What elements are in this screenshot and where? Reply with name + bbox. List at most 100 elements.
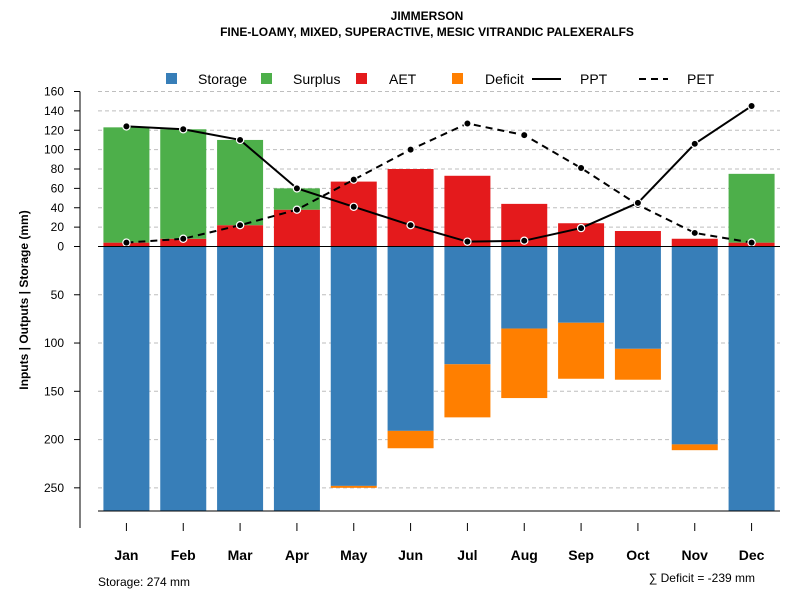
storage-bar-nov (671, 246, 718, 445)
y-tick-label-60: 60 (51, 181, 65, 195)
deficit-bar-sep (558, 322, 605, 379)
x-tick-label-mar: Mar (228, 547, 253, 563)
pet-line (126, 122, 752, 244)
y-tick-label-lower-250: 250 (44, 481, 64, 495)
storage-bar-apr (273, 246, 320, 511)
deficit-bar-jun (387, 430, 434, 449)
storage-total-note: Storage: 274 mm (98, 575, 190, 589)
aet-bar-jul (444, 175, 491, 247)
aet-bar-may (330, 181, 377, 247)
x-tick-label-oct: Oct (626, 547, 650, 563)
surplus-bar-jan (103, 127, 150, 243)
y-tick-label-lower-100: 100 (44, 336, 64, 350)
pet-point-jul (463, 119, 472, 128)
y-tick-label-0: 0 (57, 240, 64, 254)
surplus-bar-dec (728, 173, 775, 243)
storage-bar-jul (444, 246, 491, 365)
x-tick-label-jul: Jul (457, 547, 477, 563)
y-tick-label-lower-150: 150 (44, 384, 64, 398)
legend-label-pet: PET (687, 71, 715, 87)
aet-bar-sep (558, 223, 605, 247)
ppt-point-feb (179, 125, 188, 134)
pet-point-mar (235, 220, 245, 230)
x-tick-label-dec: Dec (739, 547, 765, 563)
gridlines (98, 91, 780, 489)
legend-swatch-deficit (452, 73, 463, 84)
storage-bar-oct (614, 246, 661, 349)
aet-bar-oct (614, 231, 661, 247)
storage-bar-may (330, 246, 377, 486)
ppt-point-dec (747, 101, 756, 111)
ppt-point-jul (463, 237, 472, 246)
deficit-bar-jul (444, 364, 491, 418)
deficit-total-note: ∑ Deficit = -239 mm (649, 571, 755, 585)
legend-label-storage: Storage (198, 71, 247, 87)
deficit-bar-aug (501, 328, 548, 399)
pet-point-apr (292, 205, 302, 214)
x-tick-label-sep: Sep (568, 547, 594, 563)
pet-point-jan (122, 238, 131, 247)
ppt-point-jan (122, 122, 131, 131)
pet-point-jun (406, 145, 415, 154)
x-tick-label-aug: Aug (511, 547, 538, 563)
legend-label-surplus: Surplus (293, 71, 340, 87)
storage-bar-dec (728, 246, 775, 511)
y-tick-label-160: 160 (44, 85, 64, 99)
deficit-bar-oct (614, 348, 661, 380)
pet-point-dec (747, 238, 756, 247)
axes: 0 20 40 60 80 100 120 140 160 50 100 150 200 250 Jan Fe… (44, 85, 780, 563)
storage-bar-jun (387, 246, 434, 431)
ppt-point-jun (406, 220, 415, 230)
legend-swatch-surplus (261, 73, 272, 84)
aet-bar-apr (273, 209, 320, 247)
deficit-bar-nov (671, 444, 718, 451)
x-tick-label-jun: Jun (398, 547, 423, 563)
storage-bar-feb (160, 246, 207, 511)
x-tick-label-feb: Feb (171, 547, 196, 563)
ppt-point-apr (292, 184, 302, 193)
legend-swatch-aet (356, 73, 367, 84)
aet-bar-jun (387, 169, 434, 247)
storage-bar-jan (103, 246, 150, 511)
y-tick-label-100: 100 (44, 143, 64, 157)
ppt-point-sep (576, 223, 586, 233)
series-lines (122, 101, 756, 247)
legend-swatch-storage (166, 73, 177, 84)
x-tick-label-may: May (340, 547, 367, 563)
aet-bar-nov (671, 238, 718, 247)
pet-point-nov (690, 228, 699, 238)
legend: Storage Surplus AET Deficit PPT PET (166, 71, 715, 87)
ppt-point-aug (520, 236, 529, 245)
legend-label-aet: AET (389, 71, 417, 87)
ppt-line (126, 105, 753, 243)
y-tick-label-lower-200: 200 (44, 433, 64, 447)
y-tick-label-lower-50: 50 (51, 288, 65, 302)
storage-bar-sep (558, 246, 605, 323)
storage-bar-mar (217, 246, 264, 511)
y-tick-label-40: 40 (51, 201, 65, 215)
pet-point-aug (520, 130, 529, 140)
y-tick-label-20: 20 (51, 220, 65, 234)
ppt-point-may (349, 202, 358, 211)
surplus-bar-feb (160, 129, 207, 239)
y-tick-label-80: 80 (51, 162, 65, 176)
chart-subtitle: FINE-LOAMY, MIXED, SUPERACTIVE, MESIC VI… (220, 25, 634, 39)
x-tick-label-jan: Jan (114, 547, 138, 563)
y-axis-label: Inputs | Outputs | Storage (mm) (17, 210, 31, 389)
pet-point-sep (576, 163, 586, 173)
deficit-bar-may (330, 485, 377, 488)
storage-bar-aug (501, 246, 548, 329)
x-tick-label-apr: Apr (285, 547, 310, 563)
ppt-point-oct (633, 198, 643, 208)
aet-bar-mar (217, 225, 264, 247)
bars (103, 127, 775, 511)
x-tick-label-nov: Nov (682, 547, 709, 563)
chart-title: JIMMERSON (391, 9, 464, 23)
ppt-point-mar (235, 135, 245, 145)
y-tick-label-140: 140 (44, 104, 64, 118)
legend-label-ppt: PPT (580, 71, 608, 87)
pet-point-feb (179, 234, 188, 243)
y-tick-label-120: 120 (44, 123, 64, 137)
pet-point-may (349, 175, 358, 184)
